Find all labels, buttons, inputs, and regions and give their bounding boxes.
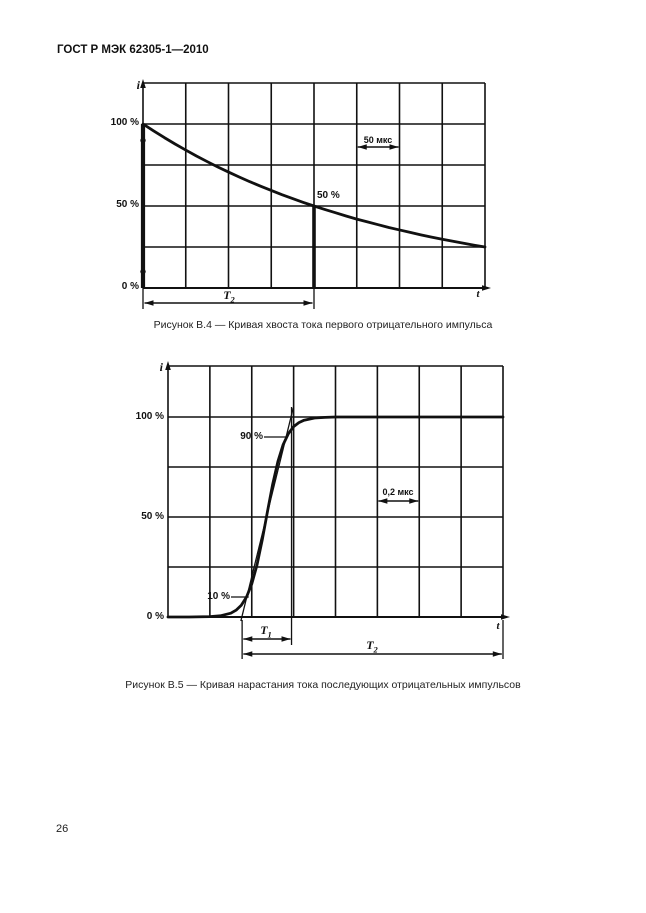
tangent-line	[240, 407, 294, 622]
fig-b5-caption: Рисунок В.5 — Кривая нарастания тока пос…	[125, 679, 521, 691]
document-header: ГОСТ Р МЭК 62305-1—2010	[57, 44, 209, 56]
fig-b4-plot	[140, 79, 491, 309]
fig-b4-tick-0: 0 %	[121, 281, 139, 292]
arrowhead	[482, 285, 491, 291]
fig-b5-plot	[165, 361, 510, 659]
fig-b5-t1-duration-label: T1	[260, 623, 272, 640]
page-number: 26	[56, 823, 69, 835]
fig-b4-tick-50: 50 %	[116, 199, 139, 210]
fig-b5-tick-0: 0 %	[146, 611, 164, 622]
fig-b4-y-axis-label: i	[136, 78, 140, 92]
fig-b5-x-axis-label: t	[496, 620, 500, 632]
fig-b5-p90-label: 90 %	[240, 431, 263, 442]
arrowhead	[144, 300, 154, 306]
arrowhead	[243, 651, 253, 657]
fig-b4-scale-bar-label: 50 мкс	[363, 135, 393, 145]
arrowhead	[492, 651, 502, 657]
arrowhead	[501, 614, 510, 620]
fig-b5-tick-50: 50 %	[141, 511, 164, 522]
fig-b4-t2-duration-label: T2	[223, 288, 235, 305]
arrowhead	[303, 300, 313, 306]
fig-b4-x-axis-label: t	[476, 288, 480, 300]
arrowhead	[378, 498, 388, 504]
arrowhead	[409, 498, 419, 504]
arrowhead	[281, 636, 291, 642]
arrowhead	[140, 79, 146, 88]
fig-b5-y-axis-label: i	[159, 360, 163, 374]
fig-b5-tick-100: 100 %	[135, 411, 164, 422]
fig-b4-caption: Рисунок В.4 — Кривая хвоста тока первого…	[153, 319, 493, 331]
axis-mark-dot	[140, 268, 146, 275]
current-curve	[166, 415, 505, 619]
fig-b4-tick-100: 100 %	[110, 117, 139, 128]
fig-b5-p10-label: 10 %	[207, 591, 230, 602]
arrowhead	[243, 636, 253, 642]
fig-b4-half-value-label: 50 %	[317, 190, 340, 201]
arrowhead	[165, 361, 171, 370]
fig-b5-t2-duration-label: T2	[366, 638, 378, 655]
arrowhead	[357, 144, 367, 150]
fig-b5-scale-bar-label: 0,2 мкс	[382, 487, 414, 497]
axis-mark-dot	[140, 137, 146, 144]
arrowhead	[389, 144, 399, 150]
